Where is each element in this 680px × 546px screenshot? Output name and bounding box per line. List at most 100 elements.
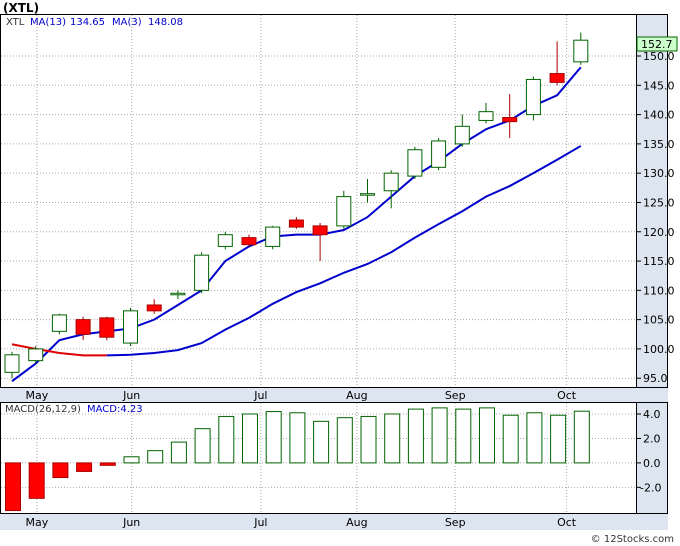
macd-bar <box>550 414 567 464</box>
legend-macd-value: MACD:4.23 <box>87 404 143 415</box>
candle-body-up <box>265 226 281 247</box>
candle-body-up <box>573 39 589 63</box>
candle <box>146 299 162 314</box>
macd-bar <box>455 408 472 464</box>
candle <box>454 114 470 147</box>
macd-panel-border <box>0 402 668 514</box>
candle-body-up <box>478 111 494 121</box>
price-tick-label: 130.0 <box>643 167 675 180</box>
macd-bar <box>52 462 69 479</box>
candle-body-down <box>75 319 91 335</box>
price-date-label: Aug <box>346 389 367 402</box>
macd-date-band <box>0 514 668 530</box>
macd-bar <box>502 414 519 464</box>
candle <box>407 146 423 180</box>
last-price-box <box>636 36 678 52</box>
last-price-label: 152.7 <box>641 38 673 51</box>
price-tick-label: 145.0 <box>643 79 675 92</box>
candle <box>360 179 375 203</box>
candle-body-up <box>4 354 20 373</box>
macd-bar <box>407 408 424 464</box>
price-tick-label: 135.0 <box>643 138 675 151</box>
candle <box>502 94 518 139</box>
candle-body-up <box>123 310 138 344</box>
macd-date-label: Jul <box>253 516 267 529</box>
candle-body-up <box>28 348 44 362</box>
price-date-band <box>0 388 668 402</box>
macd-bar <box>218 415 235 464</box>
candle-body-up <box>194 254 210 291</box>
candlesticks <box>4 32 589 379</box>
candle-body-down <box>502 117 518 123</box>
candle-body-up <box>217 234 233 247</box>
candle-body-up <box>383 172 399 192</box>
footer-credit: © 12Stocks.com <box>590 534 674 545</box>
candle-body-down <box>99 317 115 338</box>
date-axis-labels: May Jun Jul Aug Sep Oct May Jun Jul Aug Sep Oct <box>26 389 577 529</box>
macd-bar <box>431 407 448 464</box>
candle <box>312 222 328 262</box>
macd-bar <box>336 417 353 464</box>
macd-date-label: May <box>26 516 49 529</box>
candle-body-up <box>431 140 447 168</box>
price-date-label: Oct <box>557 389 577 402</box>
macd-bar <box>123 456 140 464</box>
price-tick-label: 120.0 <box>643 226 675 239</box>
ma13-line <box>106 145 582 357</box>
candle <box>123 307 138 346</box>
candle-body-down <box>549 73 565 83</box>
macd-axis-band <box>636 402 668 514</box>
macd-bar <box>573 410 590 464</box>
candle <box>383 170 399 209</box>
candle-body-up <box>51 314 67 332</box>
price-date-label: Sep <box>445 389 466 402</box>
candle <box>170 290 186 300</box>
candle <box>28 345 44 364</box>
legend-macd-label: MACD(26,12,9) <box>5 404 81 415</box>
candle <box>549 41 565 86</box>
chart-title: (XTL) <box>3 1 40 15</box>
candle <box>478 102 494 124</box>
macd-date-label: Jun <box>122 516 140 529</box>
price-tick-label: 105.0 <box>643 314 675 327</box>
macd-date-label: Sep <box>445 516 466 529</box>
price-tick-label: 125.0 <box>643 196 675 209</box>
candle <box>431 138 447 171</box>
macd-date-label: Aug <box>346 516 367 529</box>
candle-body-down <box>312 225 328 236</box>
price-grid <box>1 15 636 387</box>
candle <box>51 313 67 335</box>
candle <box>525 76 541 121</box>
macd-bar <box>479 407 495 464</box>
candle <box>336 190 352 229</box>
candle-body-up <box>454 125 470 145</box>
price-tick-label: 140.0 <box>643 109 675 122</box>
candle <box>217 231 233 250</box>
macd-bars <box>5 407 590 512</box>
price-tick-label: 115.0 <box>643 255 675 268</box>
price-axis-band <box>636 14 668 388</box>
candle <box>573 32 589 65</box>
macd-axis-ticks: -2.0 0.0 2.0 4.0 <box>636 408 661 494</box>
macd-bar <box>28 462 45 499</box>
price-tick-label: 110.0 <box>643 284 675 297</box>
macd-bar <box>313 420 330 464</box>
macd-bar <box>170 441 187 464</box>
candle-body-down <box>146 304 162 312</box>
macd-tick-label: 2.0 <box>643 432 661 445</box>
macd-bar <box>526 412 543 464</box>
macd-bar <box>194 428 211 464</box>
legend-ma13-value: 134.65 <box>70 17 105 28</box>
candle-body-up <box>360 193 375 196</box>
macd-tick-label: 0.0 <box>643 457 661 470</box>
ma13-line-declining <box>11 343 107 357</box>
macd-bar <box>242 413 258 464</box>
price-axis-ticks: 95.0 100.0 105.0 110.0 115.0 120.0 125.0 130.0 1… <box>636 50 675 385</box>
macd-bar <box>147 450 164 464</box>
macd-bar <box>5 462 21 512</box>
macd-tick-label: -2.0 <box>640 481 661 494</box>
macd-bar <box>265 411 282 464</box>
macd-date-label: Oct <box>557 516 577 529</box>
price-tick-label: 95.0 <box>643 372 668 385</box>
